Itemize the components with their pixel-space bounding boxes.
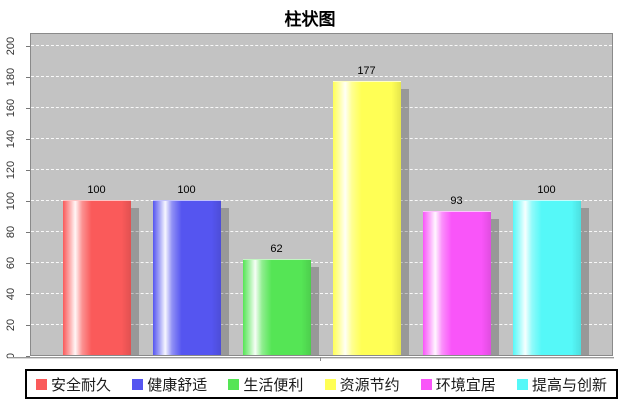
- bar-gloss: [422, 211, 491, 355]
- y-axis-tick: [26, 232, 30, 233]
- legend-label: 健康舒适: [147, 376, 208, 394]
- bar-value-label: 62: [270, 242, 283, 255]
- gridline: [31, 293, 612, 294]
- y-axis-label: 140: [5, 129, 17, 149]
- legend-label: 资源节约: [339, 376, 400, 394]
- x-axis-line: [8, 357, 614, 359]
- gridline: [31, 231, 612, 232]
- bar-shadow: [310, 266, 319, 355]
- legend-item: 提高与创新: [516, 374, 607, 395]
- y-axis-label: 160: [5, 98, 17, 118]
- bar-value-label: 100: [177, 184, 196, 196]
- y-axis-label: 80: [5, 225, 17, 239]
- gridline: [31, 138, 612, 139]
- bar-value-label: 93: [450, 194, 463, 207]
- bar-shadow: [220, 208, 229, 355]
- gridline: [31, 45, 612, 46]
- legend-item: 安全耐久: [36, 374, 111, 395]
- bar-shadow: [580, 208, 589, 355]
- y-axis-tick: [26, 108, 30, 109]
- gridline: [31, 324, 612, 325]
- y-axis-label: 0: [5, 352, 17, 360]
- bar-shadow: [490, 218, 499, 355]
- bars-container: 100 100 62 177 93 100: [31, 34, 612, 355]
- legend-swatch-icon: [420, 378, 432, 390]
- bar-资源节约: 177: [332, 65, 409, 355]
- y-axis-label: 180: [5, 67, 17, 87]
- bar-value-label: 100: [87, 184, 106, 196]
- legend-swatch-icon: [228, 378, 240, 390]
- y-axis-label: 200: [5, 36, 17, 56]
- bar-健康舒适: 100: [152, 184, 229, 355]
- bar-gloss: [62, 201, 131, 355]
- y-axis-label: 100: [5, 191, 17, 211]
- legend-swatch-icon: [516, 378, 528, 390]
- y-axis-tick: [26, 356, 30, 357]
- legend: 安全耐久 健康舒适 生活便利 资源节约 环境宜居 提高与创新: [25, 369, 618, 399]
- y-axis-tick: [26, 139, 30, 140]
- y-axis-tick: [26, 325, 30, 326]
- legend-swatch-icon: [36, 378, 47, 390]
- y-axis-tick: [26, 294, 30, 295]
- bar-shadow: [400, 88, 409, 355]
- legend-item: 生活便利: [228, 374, 303, 395]
- legend-swatch-icon: [324, 378, 336, 390]
- y-axis-tick: [26, 46, 30, 47]
- gridline: [31, 262, 612, 263]
- legend-label: 生活便利: [243, 376, 304, 394]
- bar-value-label: 177: [357, 64, 376, 77]
- chart-title: 柱状图: [284, 10, 336, 29]
- legend-item: 健康舒适: [132, 374, 207, 395]
- y-axis-tick: [26, 263, 30, 264]
- plot-area: 100 100 62 177 93 100: [30, 33, 613, 356]
- y-axis-tick: [26, 201, 30, 202]
- bar-shadow: [130, 208, 139, 355]
- y-axis-tick: [26, 77, 30, 78]
- y-axis-label: 20: [5, 318, 17, 332]
- bar-gloss: [152, 201, 221, 355]
- legend-item: 环境宜居: [420, 374, 496, 395]
- gridline: [31, 169, 612, 170]
- y-axis-label: 120: [5, 160, 17, 180]
- y-axis-label: 60: [5, 256, 17, 270]
- gridline: [31, 107, 612, 108]
- bar-安全耐久: 100: [62, 184, 139, 355]
- bar-生活便利: 62: [242, 243, 319, 355]
- legend-label: 提高与创新: [531, 376, 607, 394]
- bar-gloss: [332, 81, 401, 355]
- legend-label: 安全耐久: [51, 376, 112, 394]
- bar-提高与创新: 100: [512, 184, 589, 355]
- x-axis-mid-tick: [320, 357, 321, 361]
- bar-环境宜居: 93: [422, 195, 499, 355]
- bar-gloss: [242, 259, 311, 355]
- y-axis-label: 40: [5, 287, 17, 301]
- gridline: [31, 200, 612, 201]
- bar-value-label: 100: [537, 184, 556, 196]
- legend-label: 环境宜居: [435, 376, 496, 394]
- y-axis-tick: [26, 170, 30, 171]
- legend-swatch-icon: [132, 378, 144, 390]
- gridline: [31, 76, 612, 77]
- legend-item: 资源节约: [324, 374, 400, 395]
- bar-gloss: [512, 201, 581, 355]
